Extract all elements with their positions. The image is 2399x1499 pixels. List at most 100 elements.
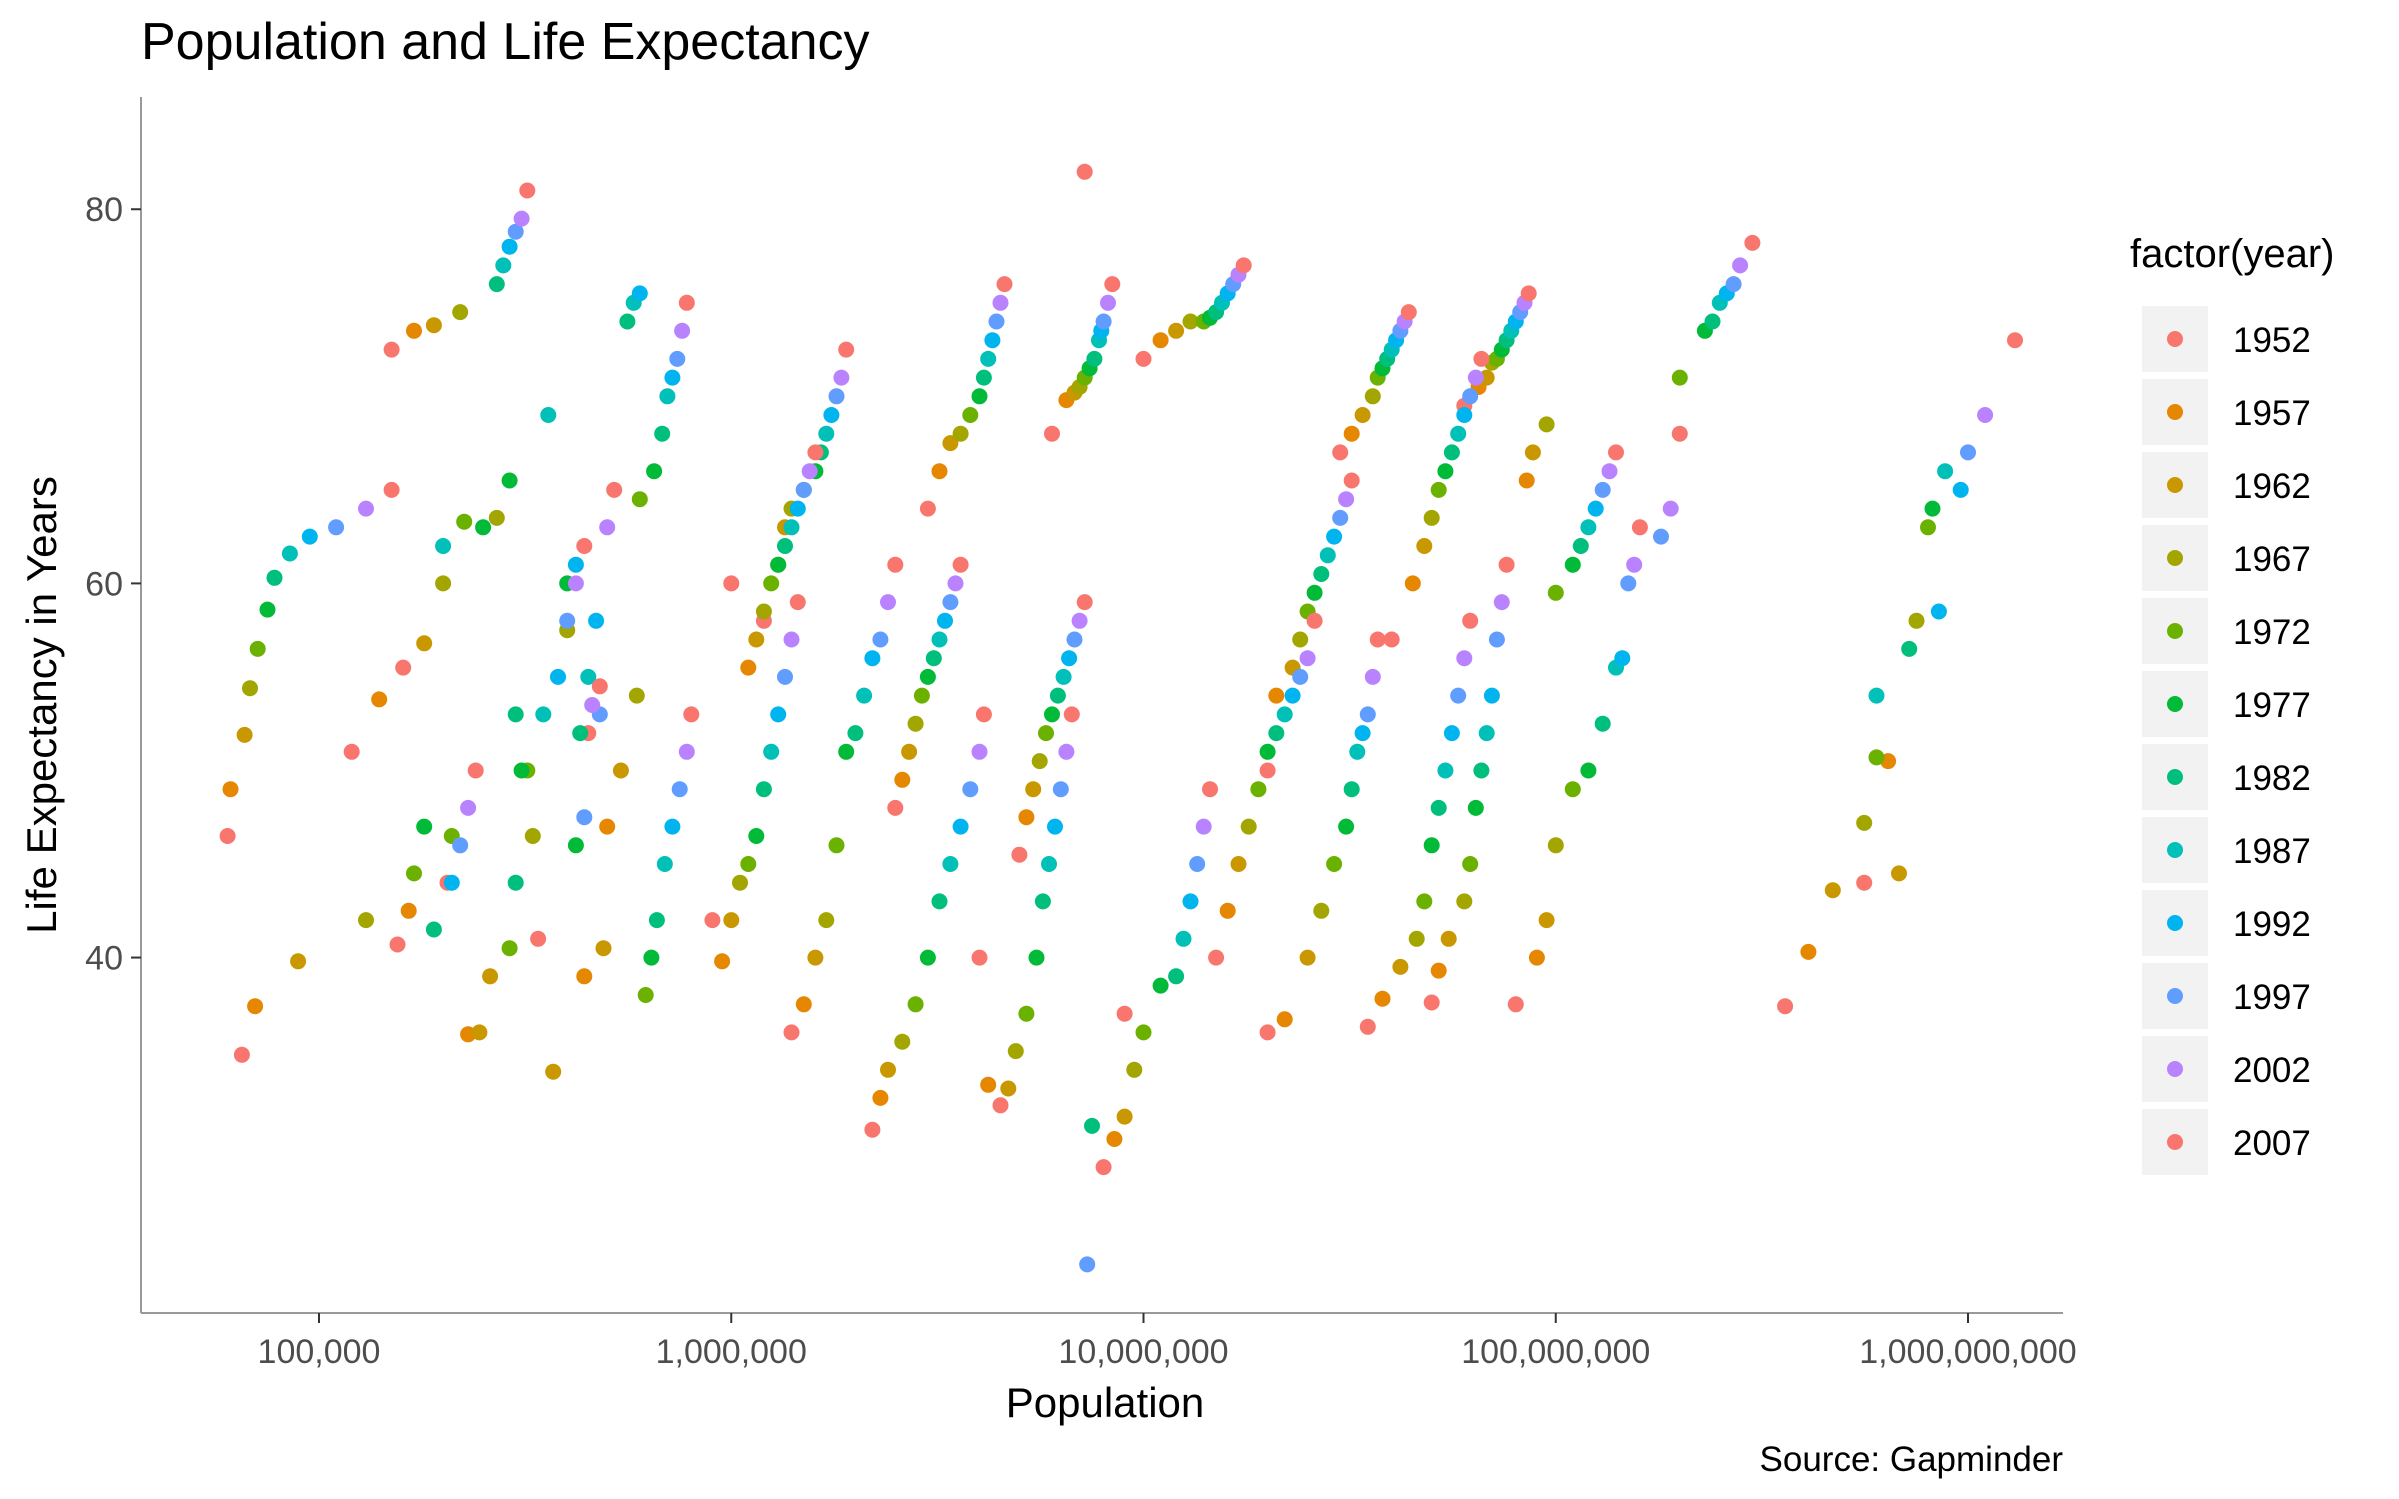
data-point bbox=[1744, 234, 1761, 251]
data-point bbox=[358, 500, 374, 517]
data-point bbox=[1437, 762, 1454, 779]
data-point bbox=[507, 874, 524, 891]
legend-marker bbox=[2167, 477, 2183, 493]
data-point bbox=[535, 706, 552, 723]
data-point bbox=[664, 818, 681, 835]
data-point bbox=[1100, 294, 1116, 311]
data-point bbox=[1007, 1043, 1024, 1060]
data-point bbox=[576, 538, 593, 554]
data-point bbox=[777, 538, 793, 554]
data-point bbox=[513, 210, 530, 227]
data-point bbox=[1313, 902, 1330, 919]
data-point bbox=[942, 594, 959, 611]
data-point bbox=[507, 706, 524, 723]
data-point bbox=[1230, 856, 1247, 872]
data-point bbox=[1079, 1256, 1096, 1273]
data-point bbox=[301, 528, 318, 545]
data-point bbox=[646, 463, 663, 480]
data-point bbox=[880, 1061, 896, 1078]
data-point bbox=[931, 631, 948, 648]
data-point bbox=[789, 500, 806, 517]
data-point bbox=[683, 706, 700, 723]
legend-marker bbox=[2167, 623, 2183, 639]
data-point bbox=[659, 388, 676, 405]
data-point bbox=[1478, 725, 1495, 742]
data-point bbox=[1920, 519, 1936, 536]
data-point bbox=[1891, 865, 1907, 882]
data-point bbox=[343, 743, 360, 760]
legend-label: 1957 bbox=[2233, 394, 2311, 433]
data-point bbox=[763, 575, 780, 592]
data-point bbox=[1116, 1005, 1133, 1022]
data-point bbox=[406, 865, 422, 882]
data-point bbox=[755, 781, 772, 798]
legend-label: 2002 bbox=[2233, 1051, 2311, 1090]
data-point bbox=[599, 519, 616, 536]
data-point bbox=[460, 799, 477, 816]
data-point bbox=[1326, 528, 1343, 545]
data-point bbox=[1462, 612, 1479, 629]
data-point bbox=[992, 294, 1009, 311]
data-point bbox=[1430, 481, 1447, 498]
data-point bbox=[1268, 687, 1285, 704]
data-point bbox=[1104, 276, 1121, 293]
data-point bbox=[996, 276, 1013, 293]
data-point bbox=[907, 715, 924, 732]
data-point bbox=[807, 949, 824, 966]
data-point bbox=[1564, 781, 1581, 798]
data-point bbox=[643, 949, 660, 966]
data-point bbox=[1095, 1159, 1112, 1176]
data-point bbox=[482, 968, 499, 985]
data-point bbox=[628, 687, 645, 704]
legend-label: 1977 bbox=[2233, 686, 2311, 725]
data-point bbox=[678, 743, 695, 760]
legend-marker bbox=[2167, 404, 2183, 420]
data-point bbox=[1538, 416, 1555, 433]
data-point bbox=[475, 519, 492, 536]
data-point bbox=[664, 369, 681, 386]
data-point bbox=[894, 771, 911, 788]
x-tick-label: 100,000,000 bbox=[1461, 1333, 1650, 1371]
data-point bbox=[471, 1024, 488, 1041]
data-point bbox=[919, 949, 936, 966]
data-point bbox=[755, 603, 772, 620]
data-point bbox=[1168, 968, 1185, 985]
data-point bbox=[975, 706, 992, 723]
data-point bbox=[1126, 1061, 1143, 1078]
data-point bbox=[1276, 1011, 1293, 1028]
data-point bbox=[1437, 463, 1454, 480]
data-point bbox=[371, 691, 388, 708]
data-point bbox=[1430, 799, 1447, 816]
data-point bbox=[1061, 650, 1078, 667]
data-point bbox=[1473, 762, 1490, 779]
data-point bbox=[942, 435, 959, 452]
data-point bbox=[637, 987, 654, 1003]
data-point bbox=[1430, 962, 1447, 979]
data-point bbox=[1038, 725, 1054, 742]
data-point bbox=[1364, 388, 1381, 405]
data-point bbox=[1908, 612, 1925, 629]
data-point bbox=[619, 313, 636, 330]
data-point bbox=[416, 818, 433, 835]
data-point bbox=[1601, 463, 1618, 480]
data-point bbox=[2007, 332, 2023, 349]
data-point bbox=[1856, 814, 1873, 831]
data-point bbox=[389, 936, 406, 953]
data-point bbox=[723, 912, 740, 929]
data-point bbox=[1338, 818, 1355, 835]
data-point bbox=[1725, 276, 1742, 293]
data-points bbox=[219, 163, 2023, 1273]
data-point bbox=[1416, 538, 1433, 554]
data-point bbox=[1028, 949, 1045, 966]
data-point bbox=[247, 998, 264, 1015]
data-point bbox=[1868, 687, 1885, 704]
data-point bbox=[435, 575, 452, 592]
data-point bbox=[823, 407, 840, 423]
data-point bbox=[1456, 650, 1473, 667]
data-point bbox=[219, 828, 236, 844]
data-point bbox=[1299, 949, 1316, 966]
data-point bbox=[259, 601, 276, 618]
data-point bbox=[328, 519, 345, 536]
data-point bbox=[1369, 631, 1386, 648]
